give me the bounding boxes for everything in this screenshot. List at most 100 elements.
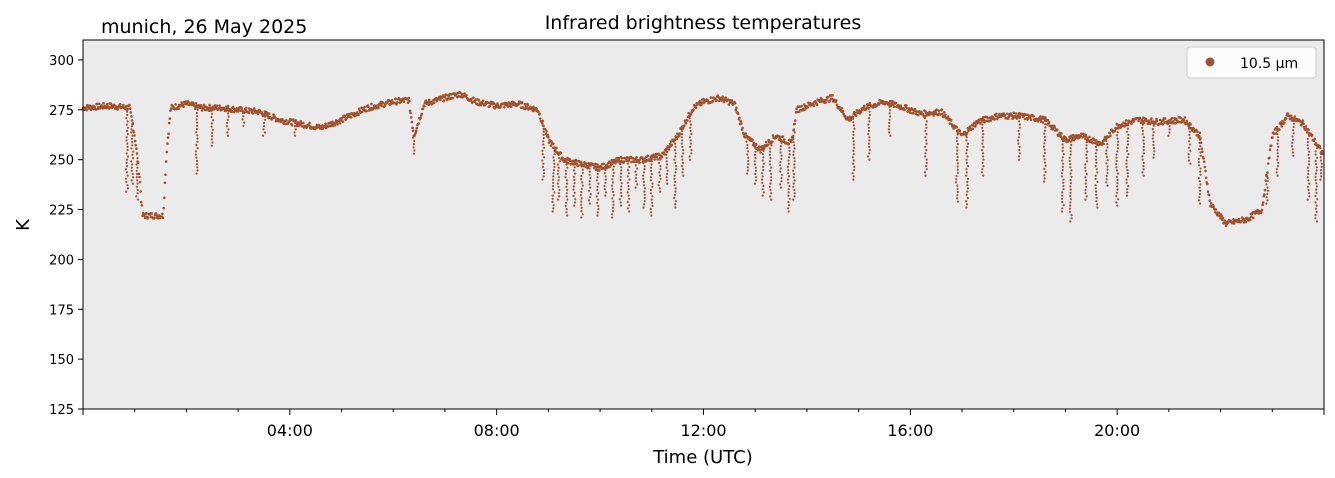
data-point bbox=[780, 176, 783, 180]
data-point bbox=[546, 133, 550, 137]
data-point bbox=[967, 129, 970, 132]
data-point bbox=[196, 106, 200, 109]
data-point bbox=[553, 153, 556, 156]
data-point bbox=[166, 136, 170, 139]
data-point bbox=[1265, 196, 1268, 199]
data-point bbox=[754, 179, 758, 182]
data-point bbox=[597, 208, 600, 211]
data-point bbox=[1182, 119, 1186, 122]
data-point bbox=[867, 107, 870, 110]
data-point bbox=[788, 149, 791, 152]
data-point bbox=[650, 172, 653, 176]
data-point bbox=[580, 165, 583, 168]
data-point bbox=[1291, 148, 1294, 151]
data-point bbox=[390, 99, 394, 102]
data-point bbox=[789, 140, 793, 144]
data-point bbox=[523, 102, 527, 106]
data-point bbox=[966, 142, 970, 145]
data-point bbox=[966, 165, 970, 168]
y-tick-label: 125 bbox=[49, 403, 74, 418]
data-point bbox=[611, 178, 614, 181]
data-point bbox=[1142, 165, 1145, 168]
data-point bbox=[754, 147, 758, 150]
x-axis: 04:00 08:00 12:00 16:00 20:00 bbox=[82, 409, 1325, 440]
data-point bbox=[681, 168, 685, 171]
data-point bbox=[1011, 117, 1014, 120]
data-point bbox=[1284, 117, 1288, 121]
data-point bbox=[853, 165, 856, 168]
data-point bbox=[137, 172, 141, 176]
data-point bbox=[1306, 176, 1309, 179]
data-point bbox=[1014, 112, 1018, 115]
data-point bbox=[680, 142, 683, 145]
data-point bbox=[565, 208, 568, 211]
data-point bbox=[580, 174, 583, 178]
data-point bbox=[730, 99, 734, 102]
data-point bbox=[472, 96, 475, 100]
data-point bbox=[124, 177, 127, 180]
data-point bbox=[1320, 168, 1323, 172]
data-point bbox=[954, 181, 958, 184]
data-point bbox=[116, 108, 119, 111]
data-point bbox=[956, 149, 959, 152]
data-point bbox=[1043, 158, 1046, 161]
data-point bbox=[793, 188, 796, 192]
data-point bbox=[126, 110, 129, 113]
data-point bbox=[768, 185, 771, 188]
data-point bbox=[182, 105, 185, 109]
data-point bbox=[442, 99, 446, 102]
data-point bbox=[1105, 149, 1108, 152]
data-point bbox=[1155, 117, 1158, 121]
data-point bbox=[242, 124, 245, 127]
data-point bbox=[868, 158, 871, 161]
data-point bbox=[943, 111, 946, 114]
data-point bbox=[634, 186, 637, 189]
data-point bbox=[1095, 190, 1098, 193]
data-point bbox=[187, 100, 190, 104]
data-point bbox=[195, 111, 198, 115]
data-point bbox=[636, 183, 639, 186]
data-point bbox=[681, 171, 684, 174]
data-point bbox=[612, 200, 615, 203]
data-point bbox=[642, 171, 646, 174]
data-point bbox=[551, 146, 554, 149]
data-point bbox=[544, 132, 548, 136]
data-point bbox=[955, 174, 958, 178]
data-point bbox=[506, 103, 509, 106]
data-point bbox=[1319, 159, 1323, 162]
data-point bbox=[1142, 139, 1145, 142]
data-point bbox=[1198, 186, 1201, 189]
data-point bbox=[642, 161, 645, 164]
data-point bbox=[1237, 217, 1241, 221]
data-point bbox=[180, 101, 183, 104]
data-point bbox=[132, 150, 135, 153]
data-point bbox=[965, 174, 968, 177]
data-point bbox=[1315, 156, 1319, 159]
data-point bbox=[1261, 201, 1265, 204]
data-point bbox=[1187, 140, 1190, 143]
data-point bbox=[556, 198, 560, 201]
data-point bbox=[1069, 198, 1072, 201]
data-point bbox=[551, 188, 555, 191]
data-point bbox=[956, 133, 959, 136]
data-point bbox=[675, 137, 679, 141]
data-point bbox=[689, 123, 693, 126]
data-point bbox=[914, 112, 917, 116]
data-point bbox=[1115, 194, 1118, 198]
data-point bbox=[1085, 135, 1088, 138]
data-point bbox=[132, 131, 136, 134]
data-point bbox=[596, 188, 599, 192]
data-point bbox=[680, 136, 684, 139]
data-point bbox=[753, 160, 756, 163]
data-point bbox=[1214, 208, 1218, 211]
data-point bbox=[125, 180, 128, 184]
data-point bbox=[665, 157, 668, 160]
data-point bbox=[1276, 158, 1279, 161]
data-point bbox=[1096, 203, 1099, 206]
data-point bbox=[1096, 206, 1099, 209]
data-point bbox=[1292, 129, 1295, 132]
data-point bbox=[1266, 192, 1269, 196]
data-point bbox=[226, 134, 230, 137]
data-point bbox=[852, 130, 855, 133]
data-point bbox=[1276, 133, 1279, 136]
